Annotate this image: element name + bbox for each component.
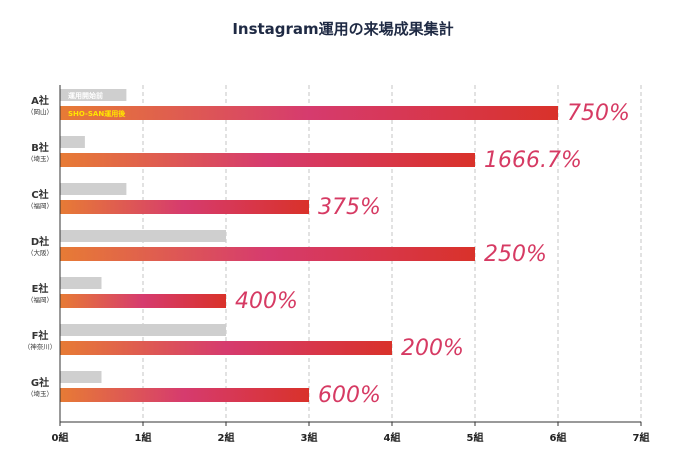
bar-after-operation: [60, 294, 226, 308]
category-labels: A社（岡山）B社（埼玉）C社（福岡）D社（大阪）E社（福岡）F社（神奈川）G社（…: [24, 94, 57, 398]
category-location-label: （神奈川）: [24, 342, 57, 351]
x-tick-label: 6組: [550, 431, 567, 444]
growth-percent-label: 600%: [318, 383, 381, 408]
x-tick-label: 5組: [467, 431, 484, 444]
bar-before-operation: [60, 183, 127, 195]
category-company-label: B社: [31, 141, 49, 154]
category-company-label: G社: [31, 376, 49, 389]
bar-before-operation: [60, 230, 226, 242]
x-tick-label: 3組: [301, 431, 318, 444]
x-tick-label: 4組: [384, 431, 401, 444]
category-company-label: A社: [31, 94, 49, 107]
legend-after-operation: SHO-SAN運用後: [68, 109, 126, 118]
bar-after-operation: [60, 388, 309, 402]
x-tick-label: 0組: [52, 431, 69, 444]
x-axis: 0組 1組 2組 3組 4組 5組 6組 7組: [52, 85, 650, 444]
legend: 運用開始前 SHO-SAN運用後: [68, 91, 126, 118]
category-company-label: C社: [31, 188, 48, 201]
bar-after-operation: [60, 247, 475, 261]
category-company-label: E社: [32, 282, 49, 295]
bar-after-operation: [60, 106, 558, 120]
x-tick-label: 2組: [218, 431, 235, 444]
x-tick-label: 1組: [135, 431, 152, 444]
category-location-label: （埼玉）: [27, 154, 53, 163]
data-labels: 750% 1666.7% 375% 250% 400% 200% 600%: [235, 101, 630, 408]
bar-before-operation: [60, 371, 102, 383]
category-location-label: （大阪）: [27, 248, 53, 257]
category-location-label: （埼玉）: [27, 389, 53, 398]
category-location-label: （福岡）: [27, 201, 53, 210]
bar-before-operation: [60, 89, 127, 101]
chart-title: Instagram運用の来場成果集計: [232, 20, 453, 38]
x-tick-label: 7組: [633, 431, 650, 444]
growth-percent-label: 400%: [235, 289, 298, 314]
bar-after-operation: [60, 200, 309, 214]
bar-before-operation: [60, 136, 85, 148]
bar-after-operation: [60, 341, 392, 355]
category-location-label: （岡山）: [27, 107, 53, 116]
category-company-label: F社: [32, 329, 49, 342]
growth-percent-label: 375%: [318, 195, 381, 220]
growth-percent-label: 200%: [401, 336, 464, 361]
legend-before-operation: 運用開始前: [68, 91, 103, 100]
growth-percent-label: 1666.7%: [484, 148, 582, 173]
category-company-label: D社: [31, 235, 49, 248]
bar-before-operation: [60, 324, 226, 336]
growth-percent-label: 750%: [567, 101, 630, 126]
bar-before-operation: [60, 277, 102, 289]
growth-percent-label: 250%: [484, 242, 547, 267]
category-location-label: （福岡）: [27, 295, 53, 304]
bar-after-operation: [60, 153, 475, 167]
bars-layer: [60, 89, 558, 402]
